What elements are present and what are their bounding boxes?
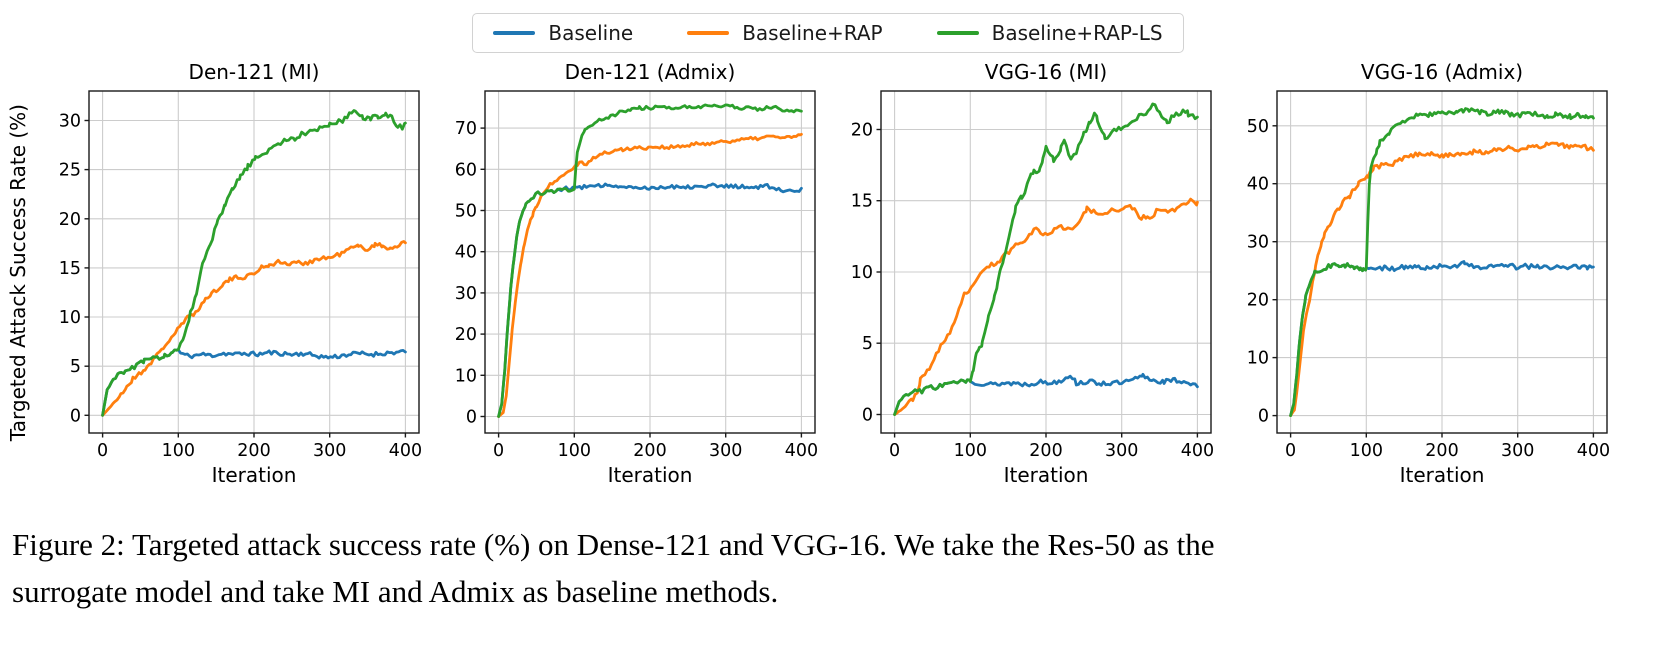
legend-item-label: Baseline (548, 21, 634, 45)
x-tick-label: 400 (1181, 441, 1214, 461)
x-tick-label: 400 (389, 441, 422, 461)
y-tick-label: 0 (70, 406, 81, 426)
x-tick-label: 100 (162, 441, 195, 461)
x-tick-label: 200 (1425, 441, 1458, 461)
y-tick-label: 30 (59, 112, 81, 132)
y-tick-label: 30 (1247, 233, 1269, 253)
series-line-baseline-rap (1289, 141, 1595, 417)
y-tick-label: 15 (851, 192, 873, 212)
x-tick-label: 300 (709, 441, 742, 461)
chart-title: Den-121 (Admix) (564, 60, 736, 84)
legend-item: Baseline+RAP-LS (936, 21, 1163, 45)
chart-4: VGG-16 (Admix) 0 100 200 300 400 0 10 20 30 40 50 It… (1222, 60, 1618, 487)
series-line-baseline-rap (893, 197, 1199, 416)
y-tick-label: 50 (455, 202, 477, 222)
legend-row: Baseline Baseline+RAP Baseline+RAP-LS (0, 0, 1656, 53)
x-axis-label: Iteration (607, 463, 693, 487)
y-tick-label: 30 (455, 284, 477, 304)
series-line-baseline-rap (497, 132, 803, 418)
chart-1: Den-121 (MI) 0 100 200 300 400 0 5 10 15 20 25 30 Ite… (34, 60, 430, 487)
series-line-baseline-rap (101, 240, 407, 417)
x-tick-label: 200 (237, 441, 270, 461)
y-tick-label: 20 (1247, 291, 1269, 311)
x-tick-label: 300 (1501, 441, 1534, 461)
y-tick-label: 0 (862, 406, 873, 426)
x-tick-label: 300 (313, 441, 346, 461)
y-tick-label: 60 (455, 160, 477, 180)
y-tick-label: 20 (59, 210, 81, 230)
series-line-baseline-rap-ls (1289, 107, 1595, 417)
legend-line-swatch (493, 31, 536, 35)
series-line-baseline-rap-ls (497, 103, 803, 418)
y-tick-label: 0 (1258, 407, 1269, 427)
y-tick-label: 70 (455, 119, 477, 139)
x-tick-label: 0 (1285, 441, 1296, 461)
charts: Den-121 (MI) 0 100 200 300 400 0 5 10 15 20 25 30 Ite… (34, 60, 1618, 487)
legend-item: Baseline (493, 21, 633, 45)
legend-item: Baseline+RAP (687, 21, 883, 45)
caption-line-2: surrogate model and take MI and Admix as… (12, 574, 779, 609)
x-tick-label: 200 (633, 441, 666, 461)
x-axis-label: Iteration (211, 463, 297, 487)
y-tick-label: 10 (851, 263, 873, 283)
legend-line-swatch (936, 31, 979, 35)
y-tick-label: 15 (59, 259, 81, 279)
y-tick-label: 20 (851, 121, 873, 141)
y-tick-label: 40 (1247, 175, 1269, 195)
y-tick-label: 0 (466, 408, 477, 428)
charts-row: Targeted Attack Success Rate (%) Den-121… (2, 60, 1656, 487)
chart-title: VGG-16 (Admix) (1360, 60, 1524, 84)
chart-plot: 0 100 200 300 400 0 10 20 30 40 50 60 70 (455, 90, 818, 461)
legend-item-label: Baseline+RAP-LS (991, 21, 1163, 45)
y-tick-label: 10 (455, 366, 477, 386)
legend-line-swatch (687, 31, 730, 35)
chart-plot: 0 100 200 300 400 0 10 20 30 40 50 (1247, 90, 1610, 461)
chart-plot: 0 100 200 300 400 0 5 10 15 20 (851, 90, 1214, 461)
x-tick-label: 0 (889, 441, 900, 461)
y-tick-label: 40 (455, 243, 477, 263)
x-tick-label: 200 (1029, 441, 1062, 461)
x-tick-label: 0 (97, 441, 108, 461)
x-axis-label: Iteration (1399, 463, 1485, 487)
chart-title: VGG-16 (MI) (984, 60, 1108, 84)
y-tick-label: 5 (862, 334, 873, 354)
chart-plot: 0 100 200 300 400 0 5 10 15 20 25 30 (59, 90, 422, 461)
chart-3: VGG-16 (MI) 0 100 200 300 400 0 5 10 15 20 Iteratio… (826, 60, 1222, 487)
y-tick-label: 50 (1247, 117, 1269, 137)
series-line-baseline-rap-ls (893, 102, 1199, 416)
x-tick-label: 400 (785, 441, 818, 461)
y-tick-label: 10 (1247, 349, 1269, 369)
x-axis-label: Iteration (1003, 463, 1089, 487)
y-tick-label: 25 (59, 161, 81, 181)
x-tick-label: 100 (558, 441, 591, 461)
x-tick-label: 300 (1105, 441, 1138, 461)
legend: Baseline Baseline+RAP Baseline+RAP-LS (472, 13, 1184, 53)
x-tick-label: 100 (1350, 441, 1383, 461)
y-tick-label: 20 (455, 325, 477, 345)
y-axis-label: Targeted Attack Success Rate (%) (6, 104, 30, 442)
x-tick-label: 100 (954, 441, 987, 461)
y-axis-label-column: Targeted Attack Success Rate (%) (2, 60, 34, 486)
legend-item-label: Baseline+RAP (742, 21, 883, 45)
x-tick-label: 400 (1577, 441, 1610, 461)
caption-line-1: Figure 2: Targeted attack success rate (… (12, 527, 1215, 562)
series-line-baseline-rap-ls (101, 109, 407, 417)
y-tick-label: 10 (59, 308, 81, 328)
figure-caption: Figure 2: Targeted attack success rate (… (12, 521, 1644, 615)
chart-title: Den-121 (MI) (188, 60, 320, 84)
x-tick-label: 0 (493, 441, 504, 461)
y-tick-label: 5 (70, 357, 81, 377)
chart-2: Den-121 (Admix) 0 100 200 300 400 0 10 20 30 40 50 6… (430, 60, 826, 487)
